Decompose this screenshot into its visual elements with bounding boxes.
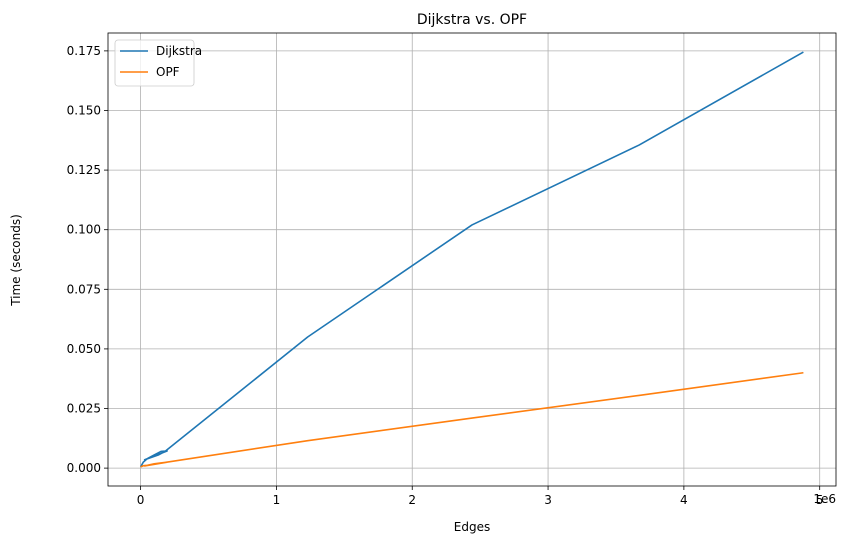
y-tick-label: 0.175 (67, 44, 101, 58)
legend-label-opf: OPF (156, 65, 180, 79)
x-tick-label: 1 (273, 493, 281, 507)
series-line-opf (140, 371, 804, 468)
x-axis-offset-label: 1e6 (813, 492, 836, 506)
legend: Dijkstra OPF (114, 39, 202, 87)
x-tick-label: 0 (137, 493, 145, 507)
plot-area (108, 33, 836, 486)
y-tick-label: 0.100 (67, 223, 101, 237)
y-tick-label: 0.000 (67, 461, 101, 475)
series-line-dijkstra (139, 51, 804, 468)
x-axis-ticks: 0 1 2 3 4 5 (137, 486, 824, 507)
y-axis-label: Time (seconds) (9, 214, 23, 307)
grid (108, 33, 836, 486)
chart-title: Dijkstra vs. OPF (417, 12, 527, 28)
legend-label-dijkstra: Dijkstra (156, 44, 202, 58)
y-tick-label: 0.150 (67, 103, 101, 117)
legend-items: Dijkstra OPF (120, 44, 202, 79)
series-lines (139, 51, 804, 468)
y-axis-ticks: 0.000 0.025 0.050 0.075 0.100 0.125 0.150 0.175 (67, 44, 108, 475)
y-tick-label: 0.050 (67, 342, 101, 356)
x-tick-label: 4 (680, 493, 688, 507)
y-tick-label: 0.075 (67, 282, 101, 296)
x-tick-label: 2 (408, 493, 416, 507)
y-tick-label: 0.125 (67, 163, 101, 177)
x-tick-label: 3 (544, 493, 552, 507)
y-tick-label: 0.025 (67, 402, 101, 416)
x-axis-label: Edges (454, 520, 490, 534)
plot-frame (107, 32, 837, 487)
x-tick-label: 5 (816, 493, 824, 507)
